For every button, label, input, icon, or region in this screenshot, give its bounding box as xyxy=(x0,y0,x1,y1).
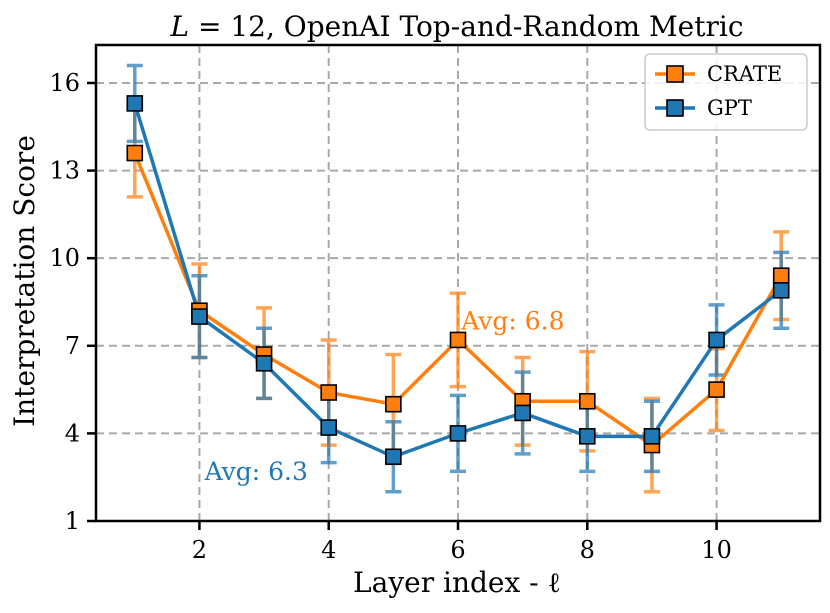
y-tick-label: 13 xyxy=(49,157,80,185)
crate-marker xyxy=(449,331,467,349)
gpt-marker xyxy=(191,308,208,325)
x-tick-label: 6 xyxy=(450,536,465,564)
crate-marker xyxy=(708,381,725,398)
chart-title-variable: L xyxy=(169,10,189,43)
crate-marker xyxy=(772,267,790,284)
chart-title-rest: OpenAI Top-and-Random Metric xyxy=(284,10,744,43)
x-tick-label: 2 xyxy=(192,536,207,564)
crate-avg-annotation: Avg: 6.8 xyxy=(460,307,564,336)
crate-marker xyxy=(385,395,402,413)
y-axis-label: Interpretation Score xyxy=(8,135,41,427)
gpt-marker xyxy=(385,448,402,466)
legend-entry-crate: CRATE xyxy=(655,62,782,86)
y-tick-label: 7 xyxy=(65,332,80,360)
y-tick-label: 16 xyxy=(49,69,80,97)
crate-marker xyxy=(126,144,144,162)
gpt-marker xyxy=(708,331,725,349)
gpt-marker xyxy=(126,95,144,112)
legend-label: CRATE xyxy=(707,62,782,86)
legend: CRATE GPT xyxy=(644,53,808,131)
x-axis-label: Layer index - ℓ xyxy=(353,566,561,599)
chart-title-equals: = 12, xyxy=(189,10,284,43)
legend-label: GPT xyxy=(707,96,752,120)
gpt-marker xyxy=(255,355,273,372)
gpt-marker xyxy=(772,282,790,299)
crate-marker xyxy=(320,384,338,401)
x-tick-label: 10 xyxy=(701,536,732,564)
y-tick-label: 1 xyxy=(65,507,80,535)
y-tick-label: 4 xyxy=(65,419,80,447)
legend-swatch-marker xyxy=(666,65,684,83)
y-tick-label: 10 xyxy=(49,244,80,272)
series-markers xyxy=(126,95,790,466)
chart-title: L = 12, OpenAI Top-and-Random Metric xyxy=(169,10,743,43)
gpt-marker xyxy=(320,419,338,436)
gpt-avg-annotation: Avg: 6.3 xyxy=(204,457,308,486)
axes: 2 4 6 8 10 1 4 7 10 13 16 xyxy=(49,43,822,564)
gpt-marker xyxy=(449,425,467,442)
legend-entry-gpt: GPT xyxy=(655,96,752,120)
crate-marker xyxy=(578,392,596,410)
x-tick-label: 8 xyxy=(580,536,595,564)
gpt-marker xyxy=(643,428,661,445)
gpt-marker xyxy=(514,404,531,422)
annotations: Avg: 6.8 Avg: 6.3 xyxy=(204,307,565,486)
legend-swatch-marker xyxy=(666,99,684,117)
gpt-marker xyxy=(578,428,596,445)
x-tick-label: 4 xyxy=(321,536,336,564)
